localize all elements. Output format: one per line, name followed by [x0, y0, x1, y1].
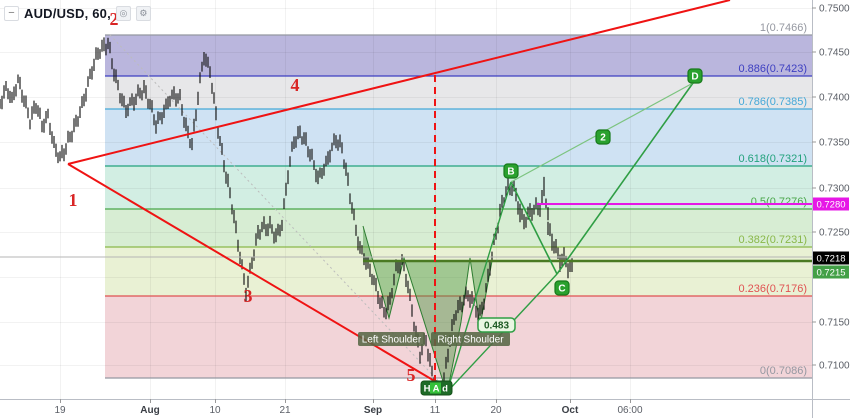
candlestick-series	[0, 37, 573, 394]
time-tick-label-06:00: 06:00	[617, 405, 642, 416]
fib-label-0.886: 0.886(0.7423)	[739, 63, 808, 75]
hs-ratio-label: 0.483	[484, 321, 509, 332]
dotted-trendline[interactable]	[109, 34, 446, 389]
time-tick-label-Aug: Aug	[140, 405, 159, 416]
circle-marker-icon[interactable]: ◎	[115, 6, 131, 21]
wave-label-5[interactable]: 5	[407, 365, 416, 385]
pattern-segment-2[interactable]	[510, 181, 558, 275]
fib-label-1: 1(0.7466)	[760, 22, 807, 34]
gear-icon[interactable]: ⚙	[135, 6, 151, 21]
wave-label-1[interactable]: 1	[69, 190, 78, 210]
price-flag-bg-0	[813, 197, 849, 211]
fib-label-0.236: 0.236(0.7176)	[739, 283, 808, 295]
red-trendline-1[interactable]	[67, 0, 731, 165]
head-pill-letter-0: H	[424, 384, 431, 395]
red-trendline-2[interactable]	[67, 163, 444, 387]
symbol-title-bar: − AUD/USD, 60, ◎ ⚙	[4, 6, 151, 21]
shoulder-label-1: Right Shoulder	[437, 335, 504, 346]
price-tick-label: 0.7300	[819, 184, 850, 195]
pattern-point-label-D: D	[691, 72, 698, 83]
time-axis[interactable]	[0, 400, 850, 418]
price-flag-bg-1	[813, 251, 849, 265]
price-flag-bg-2	[813, 265, 849, 279]
shoulder-label-bg-0	[358, 332, 425, 346]
wave-label-2[interactable]: 2	[110, 9, 119, 29]
fib-label-0.786: 0.786(0.7385)	[739, 96, 808, 108]
fib-band-0.786	[105, 109, 812, 166]
price-tick-label: 0.7250	[819, 228, 850, 239]
head-shoulders-fill	[363, 226, 492, 394]
price-tick-label: 0.7350	[819, 138, 850, 149]
fib-label-0.5: 0.5(0.7276)	[751, 196, 807, 208]
price-tick-label: 0.7500	[819, 4, 850, 15]
pattern-point-2[interactable]	[595, 129, 611, 145]
time-tick-label-10: 10	[209, 405, 221, 416]
price-tick-label: 0.7400	[819, 93, 850, 104]
pattern-point-label-2: 2	[600, 133, 606, 144]
fib-band-0.886	[105, 76, 812, 109]
price-tick-label: 0.7100	[819, 361, 850, 372]
fib-label-0.618: 0.618(0.7321)	[739, 153, 808, 165]
pattern-segment-1[interactable]	[446, 181, 512, 393]
wave-label-3[interactable]: 3	[244, 286, 253, 306]
hs-ratio-pill	[477, 317, 516, 333]
price-tick-label: 0.7450	[819, 48, 850, 59]
fib-band-0.5	[105, 209, 812, 247]
pattern-point-D[interactable]	[687, 68, 703, 84]
pattern-point-label-B: B	[507, 167, 514, 178]
price-flag-0.7218: 0.7218	[816, 254, 845, 265]
time-tick-label-Oct: Oct	[562, 405, 579, 416]
head-pill-highlight	[430, 382, 441, 394]
time-tick-label-11: 11	[430, 405, 441, 416]
collapse-icon[interactable]: −	[4, 6, 19, 21]
price-flag-0.7280: 0.7280	[816, 200, 845, 211]
price-flag-0.7215: 0.7215	[816, 268, 845, 279]
fib-label-0.382: 0.382(0.7231)	[739, 234, 808, 246]
pattern-point-label-C: C	[558, 284, 565, 295]
fib-band-0.618	[105, 166, 812, 209]
pattern-segment-3[interactable]	[556, 82, 694, 275]
shoulder-label-0: Left Shoulder	[362, 335, 422, 346]
price-tick-label: 0.7150	[819, 318, 850, 329]
time-tick-label-19: 19	[54, 405, 66, 416]
time-tick-label-20: 20	[490, 405, 502, 416]
head-pill-letter-1: A	[433, 384, 440, 395]
time-tick-label-Sep: Sep	[364, 405, 382, 416]
head-pill-letter-2: d	[442, 384, 448, 395]
pattern-point-C[interactable]	[554, 280, 570, 296]
fib-label-0: 0(0.7086)	[760, 365, 807, 377]
wave-label-4[interactable]: 4	[291, 75, 300, 95]
symbol-title[interactable]: AUD/USD, 60,	[24, 6, 111, 21]
fib-band-1	[105, 35, 812, 76]
shoulder-label-bg-1	[431, 332, 510, 346]
pattern-point-B[interactable]	[503, 163, 519, 179]
time-tick-label-21: 21	[279, 405, 291, 416]
